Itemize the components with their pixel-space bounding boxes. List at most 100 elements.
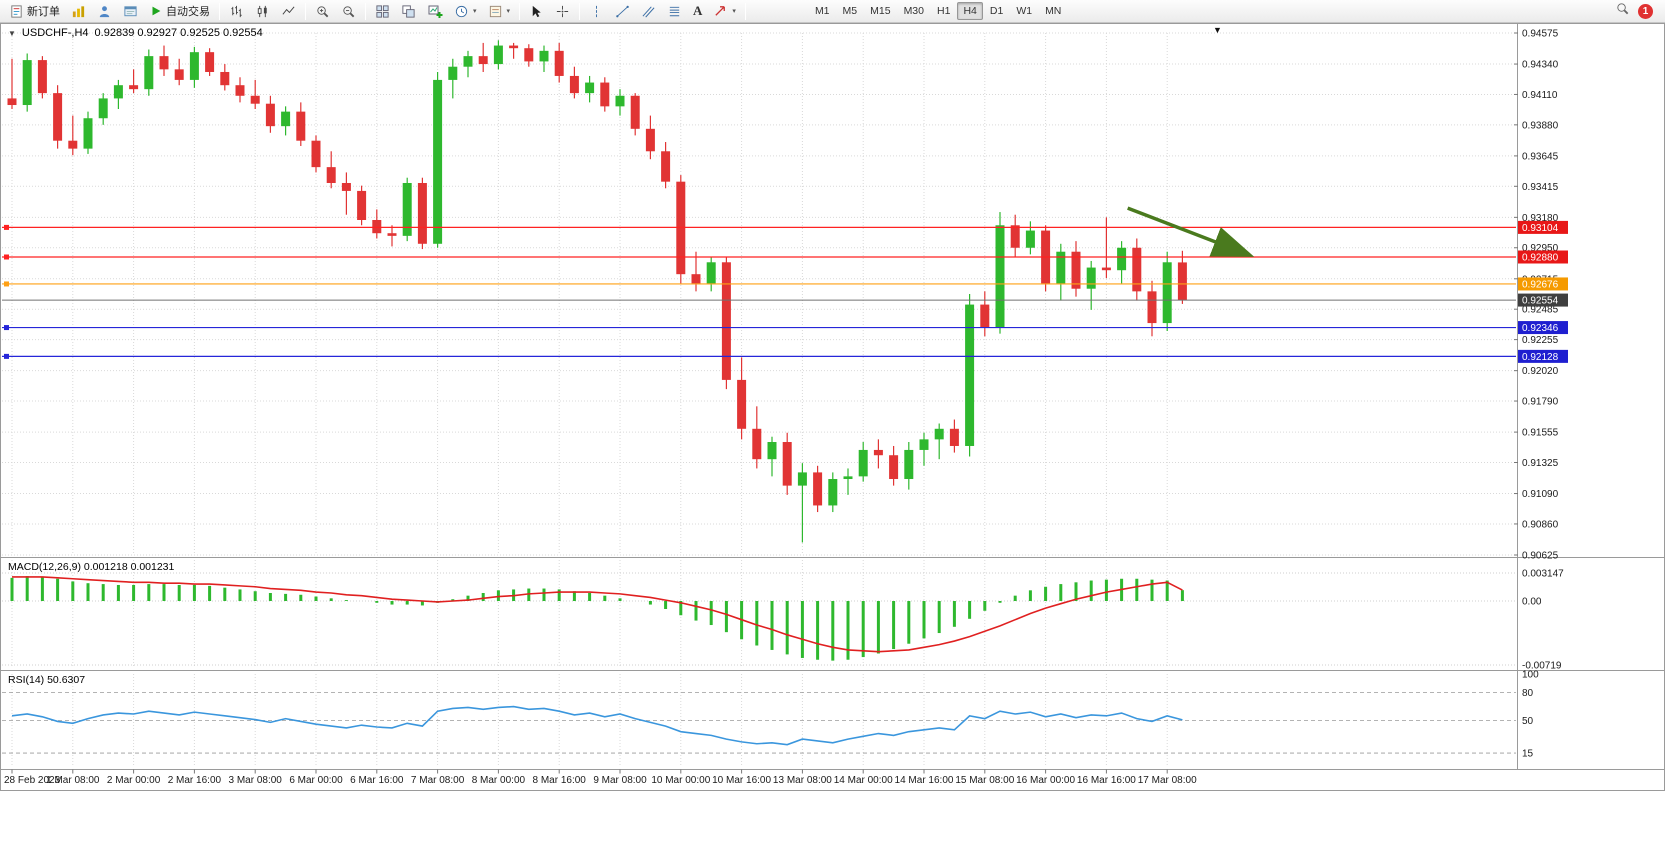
tile-windows-icon: [375, 4, 390, 19]
time-axis-label: 16 Mar 16:00: [1077, 775, 1136, 786]
cascade-windows-button[interactable]: [396, 1, 421, 21]
crosshair-tool-button[interactable]: [550, 1, 575, 21]
time-axis-label: 14 Mar 00:00: [834, 775, 893, 786]
arrows-caret-icon: ▾: [732, 8, 736, 15]
notification-badge[interactable]: 1: [1638, 3, 1653, 19]
candle-body: [782, 442, 792, 486]
candle-body: [296, 111, 306, 141]
current-price-label: 0.92554: [1522, 296, 1559, 307]
price-axis-label: 0.91325: [1522, 458, 1559, 469]
line-anchor-handle[interactable]: [4, 353, 9, 359]
line-anchor-handle[interactable]: [4, 224, 9, 230]
add-chart-button[interactable]: [422, 1, 448, 21]
candle-body: [1147, 291, 1157, 324]
toolbar-spacer: [750, 11, 808, 12]
new-order-icon: [9, 4, 24, 19]
candle-body: [463, 56, 473, 67]
toolbar: 新订单 自动交易: [0, 0, 1665, 23]
arrows-tool-button[interactable]: ▾: [708, 1, 741, 21]
candle-body: [813, 472, 823, 506]
candle-body: [1177, 262, 1187, 301]
vertical-line-tool-button[interactable]: [584, 1, 609, 21]
trendline-tool-button[interactable]: [610, 1, 635, 21]
candle-body: [493, 45, 503, 65]
time-axis-label: 9 Mar 08:00: [593, 775, 647, 786]
profile-button[interactable]: [92, 1, 117, 21]
price-axis-label: 0.93180: [1522, 213, 1559, 224]
timeframe-d1[interactable]: D1: [989, 5, 1004, 17]
timeframe-m15[interactable]: M15: [870, 5, 891, 17]
candle-body: [250, 95, 260, 104]
tile-windows-button[interactable]: [370, 1, 395, 21]
candle-body: [129, 85, 139, 90]
timeframe-m30[interactable]: M30: [903, 5, 924, 17]
candle-body: [205, 52, 215, 72]
text-tool-button[interactable]: A: [688, 1, 707, 21]
template-caret-icon: ▾: [506, 8, 511, 15]
price-axis-label: 0.90625: [1522, 551, 1559, 562]
rsi-axis-label: 50: [1522, 716, 1534, 727]
line-anchor-handle[interactable]: [4, 281, 9, 287]
charts-button[interactable]: [66, 1, 91, 21]
timeframe-m5[interactable]: M5: [842, 5, 858, 17]
candle-body: [509, 45, 519, 49]
search-icon[interactable]: [1615, 1, 1630, 21]
price-axis-label: 0.91790: [1522, 397, 1559, 408]
channel-icon: [641, 4, 656, 19]
timeframe-m1[interactable]: M1: [814, 5, 830, 17]
candle-body: [433, 79, 443, 244]
chart-collapse-icon[interactable]: ▼: [8, 28, 16, 38]
candle-body: [843, 476, 853, 480]
candlestick-mode-button[interactable]: [250, 1, 275, 21]
cursor-tool-button[interactable]: [524, 1, 549, 21]
line-anchor-handle[interactable]: [4, 254, 9, 260]
price-axis-label: 0.92255: [1522, 335, 1559, 346]
macd-axis-label: 0.003147: [1522, 568, 1564, 579]
timeframe-mn[interactable]: MN: [1045, 5, 1062, 17]
timeframe-h1[interactable]: H1: [937, 5, 951, 17]
candle-body: [600, 82, 610, 107]
rsi-axis-label: 100: [1522, 670, 1539, 681]
new-order-label: 新订单: [27, 6, 60, 18]
candle-body: [189, 52, 199, 80]
candle-body: [113, 85, 123, 99]
bar-chart-mode-button[interactable]: [224, 1, 249, 21]
candle-body: [645, 128, 655, 152]
rsi-axis-label: 15: [1522, 749, 1534, 760]
candle-body: [326, 167, 336, 183]
candle-body: [1056, 251, 1066, 284]
fibonacci-tool-button[interactable]: [662, 1, 687, 21]
chart-menu-icon[interactable]: ▼: [1213, 25, 1222, 35]
candle-body: [691, 274, 701, 284]
candle-body: [372, 219, 382, 234]
candle-body: [1071, 251, 1081, 289]
terminal-button[interactable]: [118, 1, 143, 21]
candle-body: [554, 50, 564, 76]
auto-trading-button[interactable]: 自动交易: [144, 1, 215, 21]
period-button[interactable]: ▾: [449, 1, 482, 21]
candle-body: [919, 439, 929, 450]
candle-body: [706, 262, 716, 284]
candle-body: [68, 140, 78, 149]
auto-trading-label: 自动交易: [166, 6, 210, 18]
trend-arrow[interactable]: [1127, 206, 1255, 257]
template-button[interactable]: ▾: [483, 1, 516, 21]
cascade-windows-icon: [401, 4, 416, 19]
time-axis-label: 10 Mar 16:00: [712, 775, 771, 786]
text-tool-icon: A: [693, 3, 703, 18]
candle-body: [220, 71, 230, 86]
zoom-in-button[interactable]: [310, 1, 335, 21]
timeframe-h4[interactable]: H4: [957, 2, 983, 20]
zoom-out-button[interactable]: [336, 1, 361, 21]
timeframe-w1[interactable]: W1: [1016, 5, 1033, 17]
channel-tool-button[interactable]: [636, 1, 661, 21]
time-axis-label: 1 Mar 08:00: [46, 775, 100, 786]
add-chart-icon: [427, 3, 443, 19]
candle-body: [585, 82, 595, 94]
line-anchor-handle[interactable]: [4, 325, 9, 331]
candle-body: [965, 304, 975, 446]
candle-body: [797, 472, 807, 486]
line-chart-mode-button[interactable]: [276, 1, 301, 21]
new-order-button[interactable]: 新订单: [4, 1, 65, 21]
